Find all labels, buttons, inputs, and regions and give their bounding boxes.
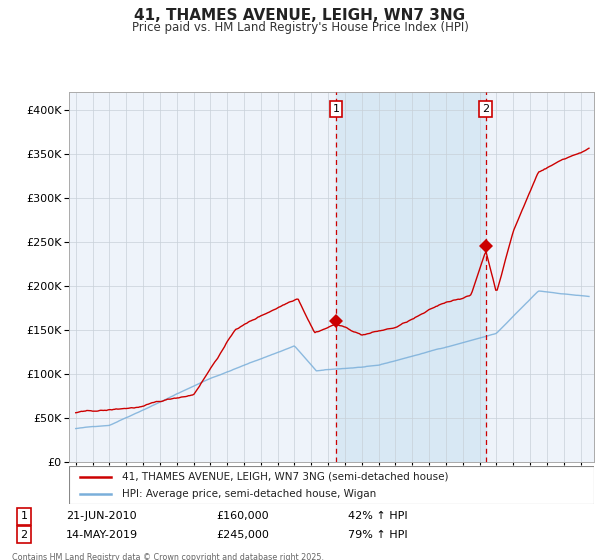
Text: 14-MAY-2019: 14-MAY-2019 (66, 530, 138, 540)
Text: 41, THAMES AVENUE, LEIGH, WN7 3NG (semi-detached house): 41, THAMES AVENUE, LEIGH, WN7 3NG (semi-… (121, 472, 448, 482)
Bar (336, 92, 486, 462)
Text: Price paid vs. HM Land Registry's House Price Index (HPI): Price paid vs. HM Land Registry's House … (131, 21, 469, 34)
Text: 41, THAMES AVENUE, LEIGH, WN7 3NG: 41, THAMES AVENUE, LEIGH, WN7 3NG (134, 8, 466, 24)
FancyBboxPatch shape (69, 466, 594, 504)
Text: 42% ↑ HPI: 42% ↑ HPI (348, 511, 407, 521)
Text: £245,000: £245,000 (216, 530, 269, 540)
Text: 1: 1 (20, 511, 28, 521)
Text: 21-JUN-2010: 21-JUN-2010 (66, 511, 137, 521)
Text: 2: 2 (20, 530, 28, 540)
Text: 79% ↑ HPI: 79% ↑ HPI (348, 530, 407, 540)
Text: £160,000: £160,000 (216, 511, 269, 521)
Text: 2: 2 (482, 104, 490, 114)
Text: Contains HM Land Registry data © Crown copyright and database right 2025.
This d: Contains HM Land Registry data © Crown c… (12, 553, 324, 560)
Text: 1: 1 (332, 104, 340, 114)
Text: HPI: Average price, semi-detached house, Wigan: HPI: Average price, semi-detached house,… (121, 489, 376, 500)
